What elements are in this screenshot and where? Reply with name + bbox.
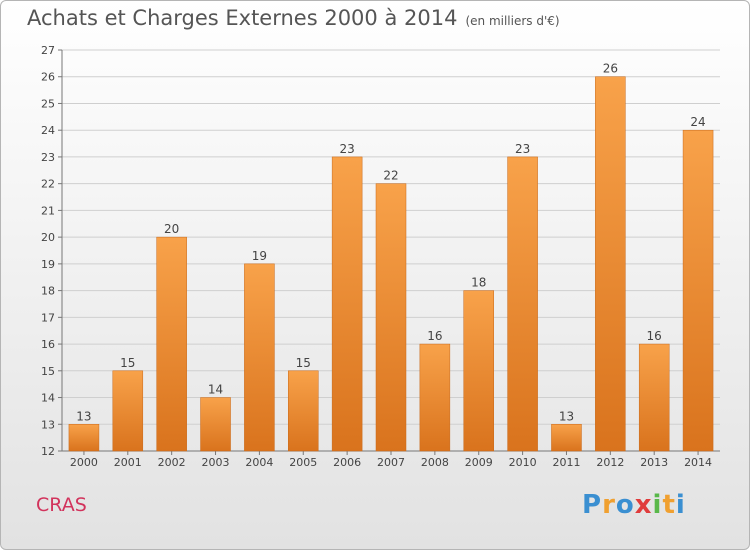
bar [244, 263, 275, 452]
y-tick-label: 24 [41, 124, 55, 137]
bar [551, 424, 582, 452]
bar [288, 370, 319, 452]
x-tick-label: 2013 [640, 456, 668, 469]
x-tick-label: 2000 [70, 456, 98, 469]
bar-value-label: 16 [427, 329, 442, 343]
labels: 12 13 14 15 16 17 18 19 20 21 22 23 24 25 26 27 13 2000 15… [41, 44, 712, 469]
logo-letter: i [652, 490, 663, 520]
bar [331, 156, 363, 452]
y-tick-label: 16 [41, 338, 55, 351]
x-tick-label: 2008 [421, 456, 449, 469]
bar [419, 343, 451, 452]
y-tick-label: 15 [41, 365, 55, 378]
bar-value-label: 23 [339, 142, 354, 156]
y-tick-label: 20 [41, 231, 55, 244]
bar-value-label: 13 [76, 409, 91, 423]
bar-value-label: 19 [252, 249, 267, 263]
bar-value-label: 26 [603, 62, 618, 76]
y-tick-label: 25 [41, 97, 55, 110]
y-tick-label: 22 [41, 178, 55, 191]
x-tick-label: 2010 [509, 456, 537, 469]
y-tick-label: 21 [41, 204, 55, 217]
y-tick-label: 23 [41, 151, 55, 164]
bar [638, 343, 670, 452]
y-tick-label: 14 [41, 392, 55, 405]
chart-title: Achats et Charges Externes 2000 à 2014 (e… [27, 6, 560, 30]
bar-value-label: 14 [208, 383, 223, 397]
proxiti-logo: Proxiti [582, 490, 686, 520]
bar [200, 397, 231, 452]
y-tick-label: 26 [41, 71, 55, 84]
chart-title-text: Achats et Charges Externes 2000 à 2014 [27, 6, 458, 30]
bar [375, 183, 407, 452]
bar [682, 129, 714, 452]
logo-letter: x [634, 490, 653, 520]
bar-value-label: 22 [383, 169, 398, 183]
chart-subtitle: (en milliers d'€) [465, 14, 560, 28]
bar [112, 370, 144, 452]
bar-value-label: 13 [559, 409, 574, 423]
bar-value-label: 16 [647, 329, 662, 343]
x-tick-label: 2012 [596, 456, 624, 469]
bar-value-label: 15 [296, 356, 311, 370]
bar-value-label: 24 [690, 115, 705, 129]
logo-letter: t [662, 490, 676, 520]
logo-letter: i [675, 490, 686, 520]
bars [68, 76, 714, 452]
x-tick-label: 2011 [552, 456, 580, 469]
x-tick-label: 2002 [158, 456, 186, 469]
y-tick-label: 27 [41, 44, 55, 57]
logo-letter: P [582, 490, 603, 520]
x-tick-label: 2005 [289, 456, 317, 469]
x-tick-label: 2007 [377, 456, 405, 469]
y-tick-label: 18 [41, 285, 55, 298]
bar-value-label: 23 [515, 142, 530, 156]
bar [507, 156, 538, 452]
x-tick-label: 2009 [465, 456, 493, 469]
bar-value-label: 15 [120, 356, 135, 370]
x-tick-label: 2004 [245, 456, 273, 469]
x-tick-label: 2014 [684, 456, 712, 469]
y-tick-label: 13 [41, 418, 55, 431]
bar [463, 290, 494, 452]
y-tick-label: 19 [41, 258, 55, 271]
bar-value-label: 18 [471, 276, 486, 290]
logo-letter: r [602, 490, 616, 520]
x-tick-label: 2003 [202, 456, 230, 469]
bar-value-label: 20 [164, 222, 179, 236]
bar [156, 236, 187, 452]
y-tick-label: 17 [41, 311, 55, 324]
bar [68, 424, 100, 452]
logo-letter: o [615, 490, 635, 520]
x-tick-label: 2006 [333, 456, 361, 469]
bar [595, 76, 626, 452]
y-tick-label: 12 [41, 445, 55, 458]
x-tick-label: 2001 [114, 456, 142, 469]
commune-name: CRAS [36, 494, 87, 516]
